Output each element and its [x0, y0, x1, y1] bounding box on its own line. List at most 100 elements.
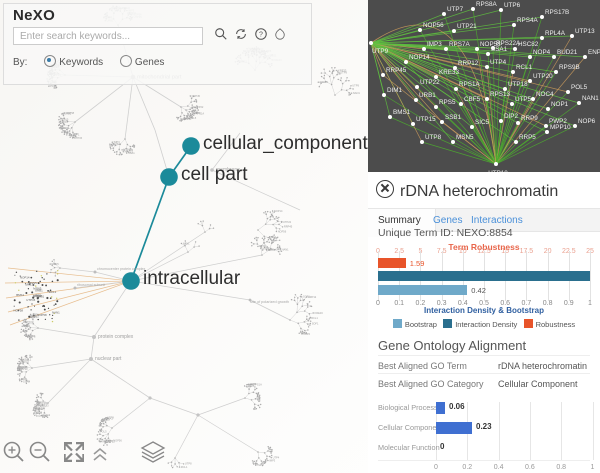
svg-text:MSN5: MSN5: [52, 262, 60, 266]
svg-text:RCL1: RCL1: [25, 357, 32, 361]
svg-text:URB1: URB1: [24, 324, 31, 328]
svg-text:NAN1: NAN1: [52, 311, 60, 315]
svg-text:protein complex: protein complex: [98, 334, 134, 340]
svg-text:RPS1A: RPS1A: [253, 383, 262, 387]
svg-text:SIC5: SIC5: [475, 119, 489, 126]
svg-text:NOP6: NOP6: [578, 118, 596, 125]
svg-text:UTP4: UTP4: [123, 148, 130, 152]
svg-text:site of polarized growth: site of polarized growth: [250, 300, 289, 304]
svg-text:UTP9: UTP9: [372, 48, 389, 55]
svg-text:UTP22: UTP22: [195, 105, 204, 109]
svg-text:NAN1: NAN1: [183, 241, 190, 245]
svg-text:BUD21: BUD21: [557, 49, 578, 56]
svg-text:URB1: URB1: [25, 282, 33, 286]
svg-text:UTP22: UTP22: [420, 79, 440, 86]
svg-text:NOP1: NOP1: [551, 101, 569, 108]
svg-text:BMS1: BMS1: [184, 117, 192, 121]
svg-text:RRP9: RRP9: [521, 115, 538, 122]
svg-text:RPS9B: RPS9B: [559, 64, 580, 71]
svg-text:RPL4A: RPL4A: [545, 30, 566, 37]
svg-text:POL5: POL5: [35, 411, 42, 415]
svg-text:SOF1: SOF1: [312, 321, 319, 325]
svg-text:RRP45: RRP45: [284, 225, 293, 229]
svg-text:RRP45: RRP45: [19, 365, 28, 369]
svg-text:MSN5: MSN5: [33, 286, 41, 290]
svg-text:UTP6: UTP6: [504, 2, 521, 9]
svg-text:RRP12: RRP12: [308, 295, 317, 299]
svg-text:BMS1: BMS1: [393, 109, 411, 116]
svg-text:MSN5: MSN5: [456, 134, 474, 141]
svg-text:RPS1A: RPS1A: [33, 294, 43, 298]
svg-text:UTP15: UTP15: [416, 116, 436, 123]
svg-text:RRP12: RRP12: [458, 60, 479, 67]
svg-text:NOP14: NOP14: [274, 209, 283, 213]
svg-text:RPS17B: RPS17B: [545, 9, 569, 16]
svg-text:RPS13: RPS13: [490, 91, 510, 98]
svg-text:MPP10: MPP10: [550, 124, 571, 131]
svg-text:DIP2: DIP2: [504, 113, 518, 120]
svg-text:UTP15: UTP15: [26, 298, 35, 302]
svg-text:POL5: POL5: [100, 430, 107, 434]
svg-text:NOP56: NOP56: [278, 229, 287, 233]
svg-text:KRE33: KRE33: [315, 311, 324, 315]
svg-text:UTP18: UTP18: [508, 81, 528, 88]
svg-text:SSB1: SSB1: [445, 114, 462, 121]
svg-text:HSC82: HSC82: [518, 41, 539, 48]
svg-text:NAN1: NAN1: [582, 95, 599, 102]
svg-text:NOP14: NOP14: [20, 275, 30, 279]
svg-text:UTP4: UTP4: [490, 59, 507, 66]
svg-text:RPS1A: RPS1A: [459, 81, 480, 88]
svg-text:UTP15: UTP15: [60, 118, 69, 122]
svg-text:UTP5: UTP5: [515, 96, 532, 103]
svg-text:RRP45: RRP45: [38, 401, 47, 405]
svg-text:UTP9: UTP9: [352, 84, 359, 88]
svg-text:RPS4A: RPS4A: [517, 17, 538, 24]
svg-text:NOP14: NOP14: [409, 54, 430, 61]
svg-text:SOF1: SOF1: [73, 133, 80, 137]
svg-text:NOP58: NOP58: [37, 313, 47, 317]
svg-text:NAN1: NAN1: [353, 91, 360, 95]
svg-text:NOP4: NOP4: [533, 49, 551, 56]
svg-text:RRP45: RRP45: [386, 67, 407, 74]
svg-text:NOP14: NOP14: [61, 126, 70, 130]
svg-text:SSB1: SSB1: [21, 377, 28, 381]
svg-text:NOC4: NOC4: [536, 91, 554, 98]
svg-text:ENP1: ENP1: [588, 49, 600, 56]
svg-text:RPS8A: RPS8A: [476, 1, 497, 8]
svg-text:RCL1: RCL1: [516, 64, 533, 71]
svg-text:UTP4: UTP4: [259, 244, 266, 248]
svg-text:RPS7A: RPS7A: [449, 41, 470, 48]
svg-text:UTP7: UTP7: [447, 6, 464, 13]
svg-text:NOP56: NOP56: [423, 22, 444, 29]
svg-text:RPS5: RPS5: [439, 99, 456, 106]
svg-text:NAN1: NAN1: [282, 248, 289, 252]
svg-text:SSA1: SSA1: [491, 46, 508, 53]
svg-text:IMP3: IMP3: [114, 140, 121, 144]
svg-text:IMP3: IMP3: [427, 41, 442, 48]
svg-text:IMP3: IMP3: [194, 111, 201, 115]
svg-text:nuclear part: nuclear part: [95, 356, 122, 362]
svg-text:SSA1: SSA1: [301, 331, 308, 335]
svg-text:UTP22: UTP22: [283, 220, 292, 224]
svg-text:BMS1: BMS1: [28, 334, 36, 338]
svg-text:UTP8: UTP8: [425, 134, 442, 141]
svg-text:UTP22: UTP22: [25, 320, 34, 324]
svg-text:KRE33: KRE33: [320, 80, 329, 84]
svg-text:ribosomal subunit: ribosomal subunit: [77, 283, 105, 287]
svg-text:NOP58: NOP58: [66, 111, 75, 115]
svg-text:RCL1: RCL1: [311, 316, 318, 320]
svg-text:RRP45: RRP45: [192, 94, 201, 98]
svg-text:DIM1: DIM1: [387, 87, 403, 94]
svg-text:RRP5: RRP5: [519, 134, 536, 141]
svg-text:URB1: URB1: [419, 92, 436, 99]
svg-text:BMS1: BMS1: [16, 293, 24, 297]
svg-text:CBF5: CBF5: [464, 96, 481, 103]
svg-text:RCL1: RCL1: [49, 290, 57, 294]
svg-text:KRE33: KRE33: [439, 69, 459, 76]
svg-text:UTP9: UTP9: [340, 71, 347, 75]
svg-text:POL5: POL5: [571, 84, 588, 91]
svg-text:UTP21: UTP21: [457, 23, 477, 30]
svg-text:UTP13: UTP13: [575, 28, 595, 35]
svg-text:NOP58: NOP58: [14, 308, 24, 312]
svg-text:IMP3: IMP3: [269, 458, 276, 462]
